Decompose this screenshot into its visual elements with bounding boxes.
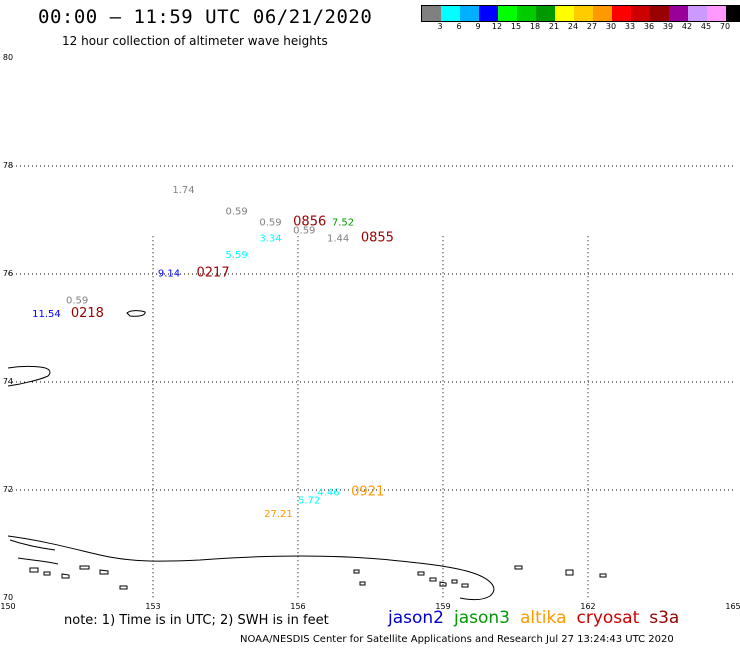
wave-height-label: 3.34 <box>259 234 281 245</box>
satellite-legend-item: altika <box>520 608 567 628</box>
footnote: note: 1) Time is in UTC; 2) SWH is in fe… <box>64 613 329 628</box>
color-scale-label: 6 <box>456 22 462 31</box>
chart-title: 00:00 – 11:59 UTC 06/21/2020 <box>38 6 373 28</box>
color-scale-label: 39 <box>662 22 674 31</box>
color-scale-label: 18 <box>529 22 541 31</box>
wave-height-label: 0.59 <box>259 217 281 228</box>
color-scale-label: 36 <box>643 22 655 31</box>
wave-height-labels: 1.740.590.59 0856 7.520.593.34 1.44 08555.59… <box>32 185 394 520</box>
color-swatch <box>422 6 441 21</box>
color-swatch <box>498 6 517 21</box>
color-swatch <box>688 6 707 21</box>
color-scale-label: 15 <box>510 22 522 31</box>
color-swatch <box>517 6 536 21</box>
color-scale-bar <box>421 5 740 22</box>
lon-tick-label: 165 <box>725 602 740 611</box>
lat-tick-label: 72 <box>3 485 13 494</box>
wave-height-label: 0.59 <box>293 226 315 237</box>
color-scale-label: 21 <box>548 22 560 31</box>
color-swatch <box>707 6 726 21</box>
wave-height-label: 27.21 <box>264 509 293 520</box>
credit-line: NOAA/NESDIS Center for Satellite Applica… <box>240 634 674 645</box>
color-swatch <box>612 6 631 21</box>
lon-tick-label: 150 <box>0 602 15 611</box>
lat-tick-label: 76 <box>3 269 13 278</box>
lat-tick-label: 74 <box>3 377 13 386</box>
satellite-legend-item: s3a <box>649 608 680 628</box>
coastline-south <box>7 535 495 601</box>
color-scale-label: 9 <box>475 22 481 31</box>
wave-height-label: 5.59 <box>226 250 248 261</box>
color-scale-label: 24 <box>567 22 579 31</box>
color-scale-label: 70 <box>719 22 731 31</box>
pass-time-label: 0217 <box>197 266 230 281</box>
pass-time-label: 0855 <box>361 231 394 246</box>
axis-tick-labels: 150 153 156 159 162 165 80 78 76 74 72 70 <box>0 53 740 611</box>
color-scale-label: 33 <box>624 22 636 31</box>
color-swatch <box>479 6 498 21</box>
wave-height-label: 5.72 <box>298 496 320 507</box>
color-swatch <box>460 6 479 21</box>
pass-time-label: 0856 <box>293 214 326 229</box>
satellite-legend-item: cryosat <box>576 608 640 628</box>
color-swatch <box>650 6 669 21</box>
coastline-west-peninsula <box>7 365 51 387</box>
satellite-legend: jason2 jason3 altika cryosat s3a <box>388 608 689 628</box>
pass-time-label: 0921 <box>351 484 384 499</box>
wave-height-label: 0.59 <box>226 207 248 218</box>
color-swatch <box>441 6 460 21</box>
color-swatch <box>631 6 650 21</box>
lon-tick-label: 162 <box>580 602 595 611</box>
color-scale-label: 27 <box>586 22 598 31</box>
color-swatch <box>593 6 612 21</box>
pass-time-label: 0218 <box>71 306 104 321</box>
wave-height-label: 1.44 <box>327 234 349 245</box>
wave-height-label: 4.46 <box>317 487 339 498</box>
lon-tick-label: 156 <box>290 602 305 611</box>
color-scale-label: 45 <box>700 22 712 31</box>
wave-height-label: 7.52 <box>332 217 354 228</box>
lon-tick-label: 159 <box>435 602 450 611</box>
lat-tick-label: 70 <box>3 593 13 602</box>
satellite-legend-item: jason3 <box>454 608 510 628</box>
color-scale-label: 12 <box>491 22 503 31</box>
lon-tick-label: 153 <box>145 602 160 611</box>
wave-height-label: 1.74 <box>172 185 194 196</box>
wave-height-label: 11.54 <box>32 309 61 320</box>
chart-subtitle: 12 hour collection of altimeter wave hei… <box>62 34 328 48</box>
coastline <box>7 310 607 601</box>
satellite-legend-item: jason2 <box>388 608 444 628</box>
color-swatch <box>726 6 740 21</box>
small-island <box>126 310 146 317</box>
color-swatch <box>574 6 593 21</box>
color-swatch <box>555 6 574 21</box>
color-scale-label: 3 <box>437 22 443 31</box>
wave-height-label: 0.59 <box>66 296 88 307</box>
color-swatch <box>669 6 688 21</box>
lat-lon-grid <box>8 165 733 598</box>
arctic-coast-fragments <box>9 539 607 590</box>
color-scale-label: 42 <box>681 22 693 31</box>
lat-tick-label: 80 <box>3 53 13 62</box>
color-scale-label: 30 <box>605 22 617 31</box>
color-swatch <box>536 6 555 21</box>
lat-tick-label: 78 <box>3 161 13 170</box>
wave-height-label: 9.14 <box>158 269 180 280</box>
